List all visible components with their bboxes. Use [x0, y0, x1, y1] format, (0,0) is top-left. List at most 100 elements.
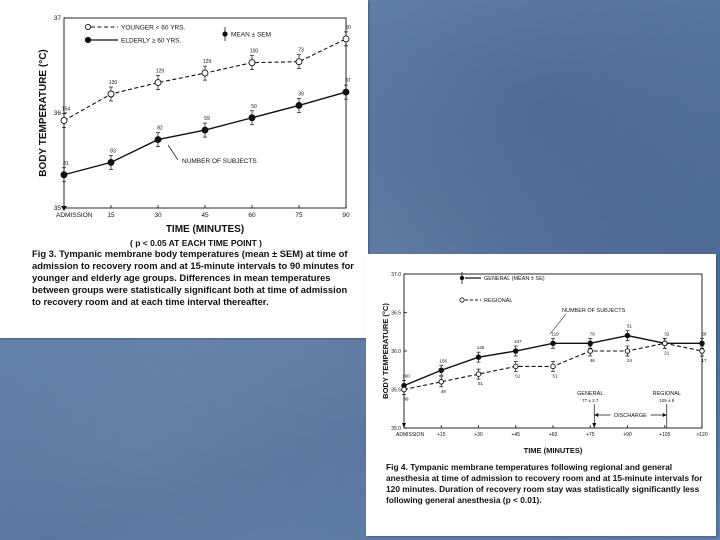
series-1-point	[342, 88, 350, 96]
x-tick-label: +60	[549, 432, 558, 438]
series-1-n-label: 51	[478, 381, 484, 386]
y-tick-label: 35.0	[391, 426, 401, 432]
x-tick-label: 75	[295, 212, 303, 219]
number-of-subjects-pointer	[167, 144, 179, 161]
discharge-regional-label: REGIONAL	[653, 391, 681, 397]
series-1-n-label: 24	[627, 358, 633, 363]
y-axis-title: BODY TEMPERATURE (°C)	[38, 49, 49, 177]
figure-4-caption: Fig 4. Tympanic membrane temperatures fo…	[386, 462, 703, 505]
series-0-point	[342, 35, 350, 43]
discharge-label: DISCHARGE	[614, 413, 647, 419]
x-tick-label: 15	[107, 212, 115, 219]
series-1-point	[201, 126, 209, 134]
legend-younger-label: YOUNGER < 60 YRS.	[121, 25, 186, 32]
series-1-n-label: 37	[345, 78, 351, 84]
y-tick-label: 35.5	[391, 388, 401, 394]
series-0-n-label: 51	[627, 324, 633, 329]
x-tick-label: 60	[248, 212, 256, 219]
series-0-n-label: 154	[62, 107, 71, 113]
discharge-regional-value: 105 ± 6	[659, 398, 674, 403]
x-axis-title: TIME (MINUTES)	[166, 224, 244, 235]
legend-regional-label: REGIONAL	[484, 298, 512, 304]
series-0-point	[60, 117, 68, 125]
series-0-n-label: 119	[551, 331, 559, 336]
y-tick-label: 36.0	[391, 349, 401, 355]
series-1-n-label: 51	[552, 373, 558, 378]
series-1-point	[438, 379, 444, 385]
series-1-point	[475, 371, 482, 377]
series-1-point	[550, 363, 556, 370]
plot-frame	[403, 273, 703, 429]
x-tick-label: +105	[659, 432, 670, 438]
series-1-n-label: 17	[701, 358, 707, 363]
figure-4-panel: 35.0 35.5 36.0 36.5 37.0 ADMISSION +15 +30 +45 +6…	[366, 254, 716, 536]
series-0-n-label: 129	[203, 59, 212, 65]
series-0-n-label: 129	[156, 69, 165, 75]
series-1-point	[248, 114, 256, 122]
x-axis-title: TIME (MINUTES)	[524, 446, 583, 455]
admission-arrow	[402, 423, 406, 428]
legend-younger-marker	[84, 23, 92, 31]
y-tick-label: 36	[54, 110, 62, 117]
series-1-n-label: 83	[110, 148, 116, 154]
series-1-point	[154, 136, 162, 144]
series-1-point	[401, 386, 407, 393]
series-0-point	[107, 90, 115, 98]
number-of-subjects-label: NUMBER OF SUBJECTS	[182, 158, 257, 165]
series-1-point	[662, 340, 668, 347]
series-0-n-label: 78	[590, 331, 596, 336]
series-0-point	[699, 340, 705, 347]
legend-general-marker	[459, 275, 465, 281]
series-0-n-label: 160	[402, 374, 410, 379]
discharge-label-bg	[610, 411, 651, 419]
legend-mean-label: MEAN ± SEM	[231, 32, 271, 39]
series-0-n-label: 156	[439, 358, 447, 363]
series-1-point	[624, 348, 631, 354]
series-0-point	[201, 69, 209, 77]
series-1-n-label: 21	[664, 350, 670, 355]
y-tick-label: 35	[54, 205, 62, 212]
series-0-point	[248, 59, 256, 67]
x-tick-label: ADMISSION	[396, 432, 424, 438]
series-0-n-label: 137	[514, 339, 522, 344]
series-1-point	[295, 101, 303, 109]
x-tick-label: 45	[201, 212, 209, 219]
series-1-n-label: 46	[590, 358, 596, 363]
discharge-arrow-left	[594, 413, 599, 417]
x-tick-label: ADMISSION	[56, 212, 93, 219]
x-tick-label: +45	[512, 432, 521, 438]
figure-3-chart: 35 36 37 ADMISSION 15 30 45 60 75 90 TIME (MINUTES…	[38, 15, 351, 235]
plot-frame	[63, 17, 347, 209]
discharge-general-label: GENERAL	[577, 391, 603, 397]
general-discharge-arrowhead	[592, 423, 597, 428]
admission-arrow	[61, 206, 67, 211]
series-0-point	[475, 354, 482, 360]
series-0-point	[154, 79, 162, 87]
series-0-point	[512, 348, 519, 354]
series-1-n-label: 50	[251, 104, 257, 110]
series-1-n-label: 49	[441, 389, 447, 394]
series-1-point	[587, 348, 593, 354]
legend-regional-marker	[459, 297, 465, 303]
legend-general-label: GENERAL (MEAN ± SE)	[484, 276, 545, 282]
y-tick-label: 37.0	[391, 272, 401, 278]
series-1-point	[512, 363, 519, 370]
series-0-point	[624, 332, 631, 339]
series-0-point	[295, 58, 303, 66]
series-0-n-label: 50	[345, 25, 351, 31]
number-of-subjects-label: NUMBER OF SUBJECTS	[562, 308, 626, 314]
discharge-arrow-right	[662, 413, 667, 417]
figure-4-chart: 35.0 35.5 36.0 36.5 37.0 ADMISSION +15 +30 +45 +6…	[381, 272, 708, 455]
legend-elderly-marker	[84, 36, 92, 44]
series-1-n-label: 39	[298, 91, 304, 97]
number-of-subjects-pointer	[549, 313, 567, 335]
series-0-n-label: 146	[477, 345, 485, 350]
figure-3-significance-note: ( p < 0.05 AT EACH TIME POINT )	[130, 238, 262, 248]
series-1-n-label: 51	[515, 373, 521, 378]
series-0-n-label: 32	[664, 331, 670, 336]
x-tick-label: +30	[474, 432, 483, 438]
series-0-n-label: 100	[250, 49, 259, 55]
figure-3-caption: Fig 3. Tympanic membrane body temperatur…	[32, 248, 354, 307]
x-tick-label: >120	[696, 432, 707, 438]
x-tick-label: 90	[342, 212, 350, 219]
